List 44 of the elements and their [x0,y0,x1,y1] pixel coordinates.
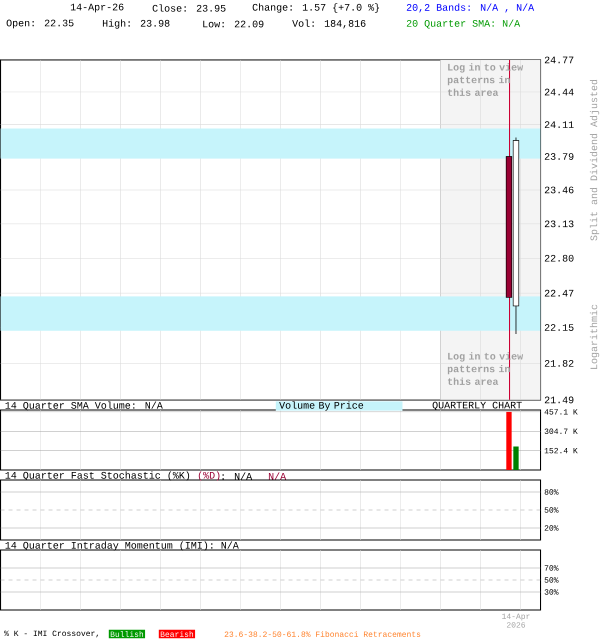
y-axis-title: Split and Dividend Adjusted [590,80,600,241]
annotation: QUARTERLY CHART [432,402,522,410]
text: Logarithmic [590,304,600,369]
text: High: 23.98 [103,19,170,29]
text: 14-Apr-26 [71,4,124,12]
y-tick-label: 24.11 [545,121,574,128]
y-tick-label: 80% [544,489,559,495]
y-tick-label: 22.15 [545,324,574,331]
chart-title: 14 Quarter Intraday Momentum (IMI): N/A [6,541,240,551]
text: 23.6-38.2-50-61.8% Fibonacci Retracements [224,631,421,637]
text: Bullish [110,631,144,637]
y-tick-label: 24.77 [545,56,574,64]
y-tick-label: 22.47 [545,290,574,296]
y-tick-label: 20% [544,525,559,531]
y-tick-label: 22.80 [545,254,574,262]
y-tick-label: 24.44 [545,88,574,96]
text: N/A [269,472,286,480]
y-tick-label: 23.13 [545,220,574,228]
text: % K - IMI Crossover, [4,630,98,638]
chart-title: 14 Quarter SMA Volume: N/A [6,401,164,411]
text: Low: 22.09 [204,20,264,28]
y-tick-label: 152.4 K [544,448,578,454]
y-tick-label: 21.82 [545,360,574,367]
y-tick-label: 23.79 [545,153,574,160]
annotation: (%D) [199,471,220,481]
chart-title: 14 Quarter Fast Stochastic (%K) [6,471,190,481]
text: Change: 1.57 {+7.0 %} [252,3,380,13]
text: : N/A [222,472,252,480]
text: Open: 22.35 [6,20,74,28]
annotation: Volume By Price [279,401,364,411]
text: 20,2 Bands: N/A , N/A [407,4,534,13]
y-tick-label: 50% [544,507,559,513]
x-tick-label: 14-Apr 2026 [502,614,530,628]
y-tick-label: 21.49 [545,396,574,404]
y-tick-label: 457.1 K [544,409,578,415]
y-tick-label: 30% [544,589,559,595]
text: 20 Quarter SMA: N/A [407,19,520,29]
text: Vol: 184,816 [292,20,366,29]
y-tick-label: 304.7 K [544,428,578,434]
y-tick-label: 70% [544,565,559,571]
text: Bearish [160,631,194,637]
y-tick-label: 23.46 [545,186,574,194]
text: Close: 23.95 [152,4,226,12]
y-tick-label: 50% [544,577,559,583]
